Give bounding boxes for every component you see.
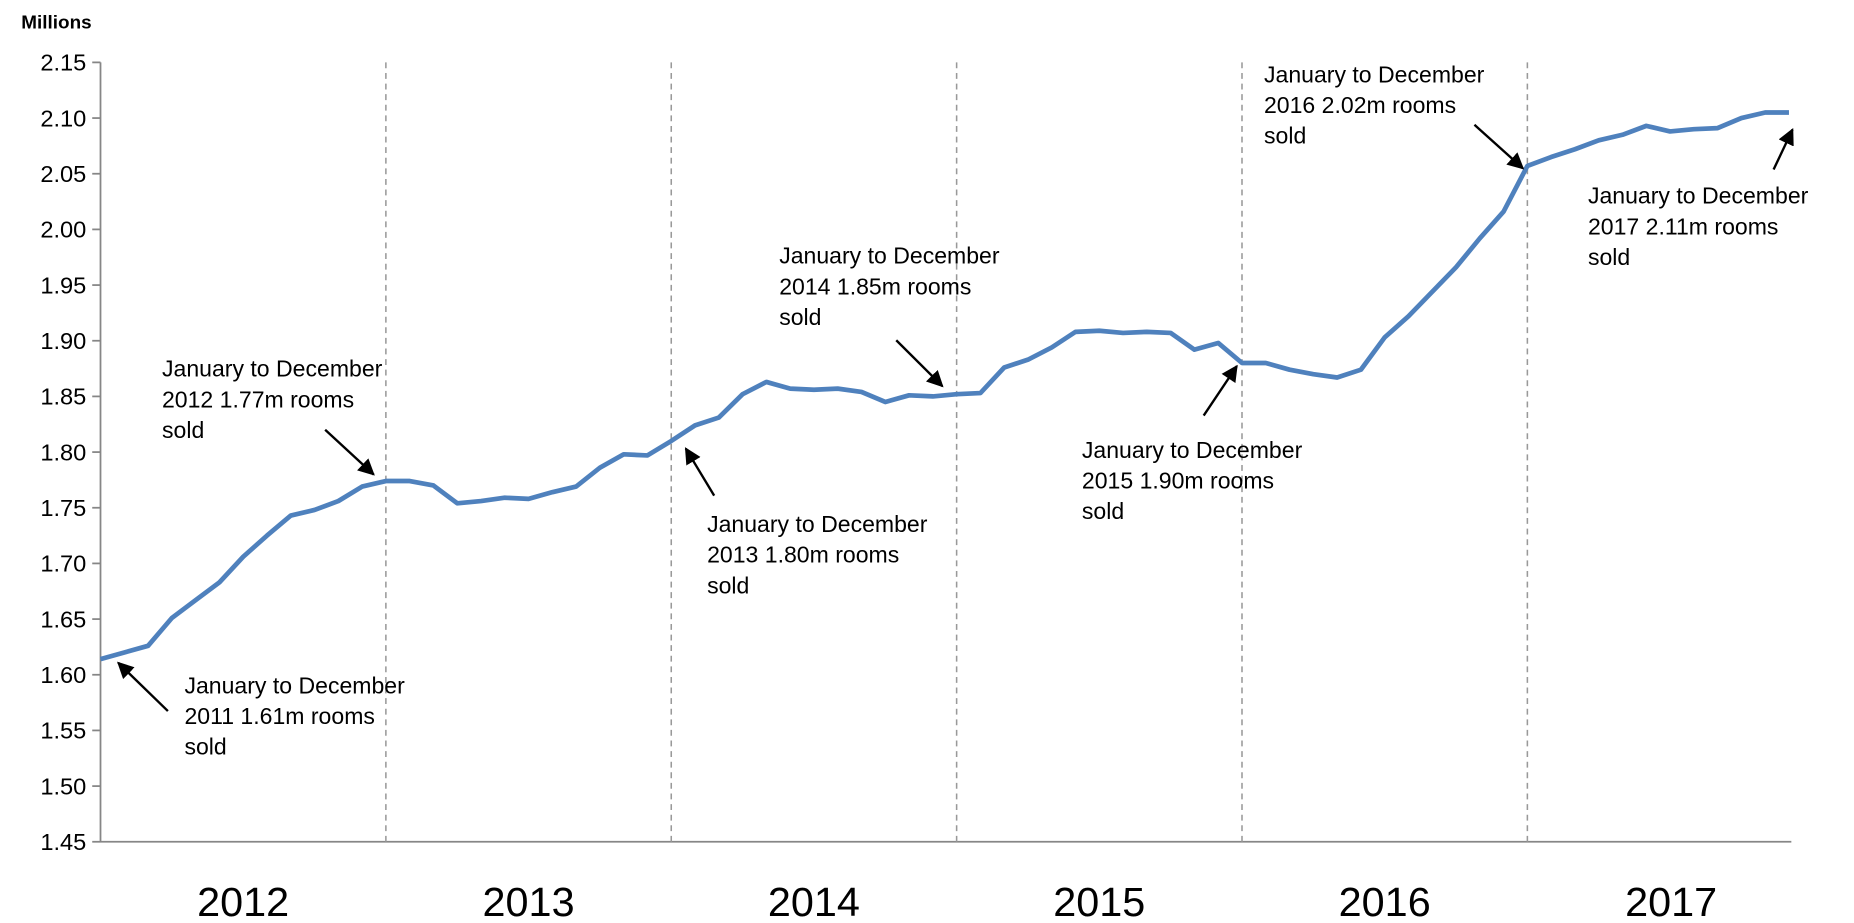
- y-tick-label: 2.00: [40, 217, 86, 243]
- x-year-label: 2015: [1053, 879, 1145, 923]
- annotation-text: sold: [1082, 498, 1124, 524]
- y-tick-label: 1.80: [40, 439, 86, 465]
- annotation-arrow: [117, 661, 169, 712]
- y-tick-label: 1.85: [40, 384, 86, 410]
- annotation-text: January to December: [184, 672, 405, 698]
- y-tick-label: 1.55: [40, 718, 86, 744]
- annotation-text: 2013 1.80m rooms: [707, 542, 899, 568]
- x-year-label: 2017: [1625, 879, 1717, 923]
- y-tick-label: 1.75: [40, 495, 86, 521]
- data-line: [99, 110, 1789, 662]
- y-tick-label: 1.45: [40, 829, 86, 855]
- annotation-text: January to December: [779, 243, 1000, 269]
- annotation-text: 2012 1.77m rooms: [162, 386, 354, 412]
- x-year-label: 2016: [1339, 879, 1431, 923]
- annotation-text: January to December: [1588, 183, 1809, 209]
- y-tick-label: 2.10: [40, 105, 86, 131]
- annotation-text: 2016 2.02m rooms: [1264, 92, 1456, 118]
- y-tick-label: 1.50: [40, 773, 86, 799]
- y-tick-label: 1.90: [40, 328, 86, 354]
- annotation-text: sold: [1264, 123, 1306, 149]
- annotation-text: 2017 2.11m rooms: [1588, 213, 1778, 239]
- x-year-label: 2013: [483, 879, 575, 923]
- annotation-text: January to December: [1264, 61, 1485, 87]
- x-year-label: 2012: [197, 879, 289, 923]
- annotation-arrow: [324, 428, 375, 476]
- y-tick-label: 1.60: [40, 662, 86, 688]
- annotation-arrow: [1473, 123, 1525, 170]
- annotation-arrow: [895, 339, 944, 388]
- y-tick-label: 2.05: [40, 161, 86, 187]
- annotation-text: 2014 1.85m rooms: [779, 273, 971, 299]
- y-tick-label: 1.95: [40, 272, 86, 298]
- y-tick-label: 1.70: [40, 551, 86, 577]
- annotation-text: January to December: [707, 511, 928, 537]
- annotation-text: sold: [707, 572, 749, 598]
- annotation-arrow: [1772, 128, 1794, 171]
- annotation-text: sold: [184, 734, 226, 760]
- annotation-text: 2015 1.90m rooms: [1082, 468, 1274, 494]
- annotation-text: January to December: [1082, 437, 1303, 463]
- annotation-text: 2011 1.61m rooms: [184, 703, 374, 729]
- annotation-text: sold: [1588, 244, 1630, 270]
- annotation-text: sold: [779, 304, 821, 330]
- y-axis-label: Millions: [21, 11, 91, 32]
- annotation-arrow: [684, 447, 716, 497]
- x-year-label: 2014: [768, 879, 860, 923]
- annotation-text: January to December: [162, 356, 383, 382]
- y-tick-label: 1.65: [40, 606, 86, 632]
- annotation-arrow: [1202, 364, 1238, 417]
- annotation-text: sold: [162, 417, 204, 443]
- y-tick-label: 2.15: [40, 50, 86, 76]
